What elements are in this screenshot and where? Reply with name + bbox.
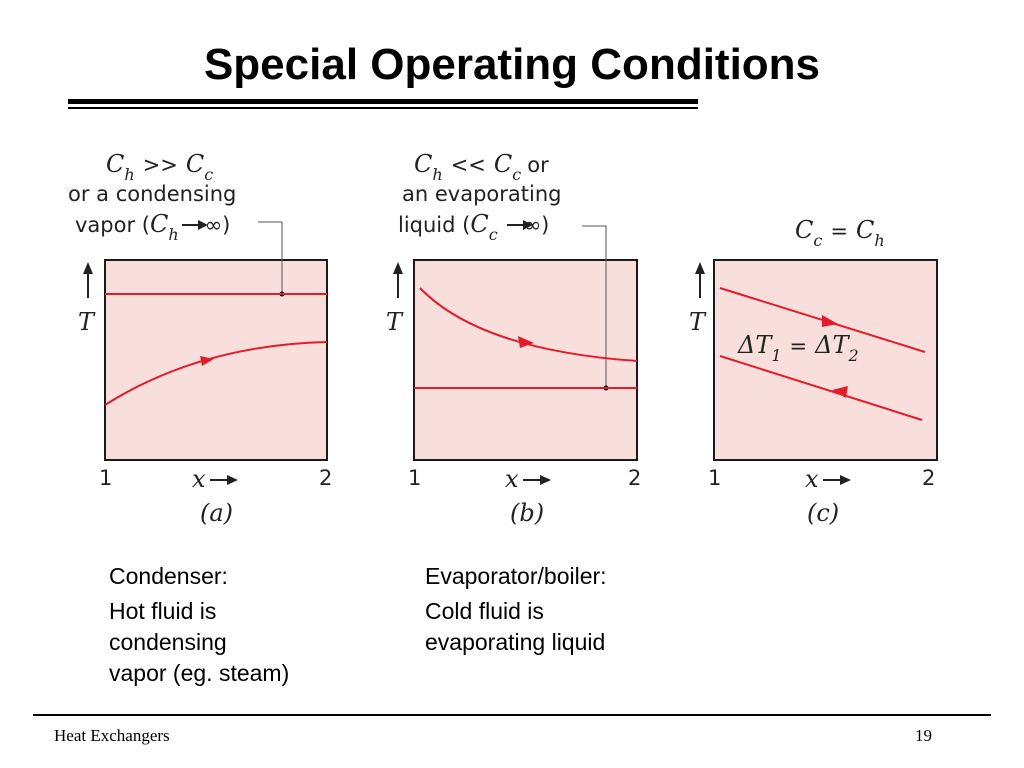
panel-c-x-arrow-head [840,475,851,485]
panel-b-flow-arrow [518,336,534,348]
panel-a-x-end: 2 [319,466,332,490]
panel-a: Ch >> Cc or a condensing vapor (Ch ∞) T 1 2… [68,150,332,527]
panel-b-label-line2: an evaporating [402,182,561,206]
panel-b-x-start: 1 [408,466,421,490]
title-underline-thin [68,107,698,109]
panel-c-y-arrow-head [695,262,705,274]
panel-a-y-arrow-head [83,262,93,274]
panel-a-caption: (a) [200,499,233,527]
panel-b-hot-fluid-curve [419,287,638,362]
condenser-line-3: vapor (eg. steam) [109,660,290,686]
heat-exchanger-figure: Ch >> Cc or a condensing vapor (Ch ∞) T 1 2… [68,150,938,527]
slide-title: Special Operating Conditions [203,40,821,89]
panel-a-flow-arrow [200,356,214,366]
panel-b: Ch << Cc or an evaporating liquid (Cc ∞) T 1… [386,150,641,527]
panel-c-label: Cc = Ch [795,216,885,250]
panel-c-x-end: 2 [922,466,935,490]
panel-c-plot-area [713,259,938,461]
panel-b-x-axis-label: x [505,465,519,493]
panel-c-caption: (c) [807,499,839,527]
panel-a-y-axis-label: T [78,308,96,336]
page-number: 19 [915,726,932,745]
panel-a-label-line2: or a condensing [68,182,236,206]
panel-a-leader-line [258,221,283,294]
evaporator-line-1: Cold fluid is [425,598,544,624]
condenser-line-1: Hot fluid is [109,598,217,624]
evaporator-title: Evaporator/boiler: [425,563,607,589]
panel-a-x-arrow-head [227,475,238,485]
panel-b-plot-area [413,259,638,461]
panel-b-leader-line [582,225,607,388]
panel-c: Cc = Ch ΔT1 = ΔT2 T 1 2 x (c) [689,216,938,527]
panel-b-label-line1: Ch << Cc or [414,150,549,184]
panel-c-cold-flow-arrow [832,386,848,398]
panel-a-label-line3: vapor (Ch ∞) [75,210,230,244]
panel-a-x-axis-label: x [192,465,206,493]
condenser-title: Condenser: [109,563,228,589]
panel-c-hot-flow-arrow [822,315,838,327]
evaporator-line-2: evaporating liquid [425,629,606,655]
condenser-line-2: condensing [109,629,227,655]
panel-a-label-line1: Ch >> Cc [106,150,213,184]
panel-b-x-end: 2 [628,466,641,490]
panel-c-cold-fluid-line [719,355,923,421]
panel-b-caption: (b) [510,499,544,527]
panel-a-arrow-head [198,220,208,230]
panel-c-x-axis-label: x [805,465,819,493]
panel-b-x-arrow-head [540,475,551,485]
panel-a-plot-area [104,259,328,461]
panel-b-label-line3: liquid (Cc ∞) [398,210,549,244]
footer-title: Heat Exchangers [54,726,170,745]
panel-b-y-axis-label: T [386,308,404,336]
title-underline [68,99,698,104]
footer-divider [33,714,991,716]
condenser-caption: Condenser: Hot fluid is condensing vapor… [109,561,289,689]
panel-b-arrow-head [523,220,533,230]
panel-b-y-arrow-head [393,262,403,274]
panel-c-y-axis-label: T [689,308,707,336]
panel-c-x-start: 1 [708,466,721,490]
panel-a-x-start: 1 [99,466,112,490]
panel-c-delta-label: ΔT1 = ΔT2 [737,331,859,365]
evaporator-caption: Evaporator/boiler: Cold fluid is evapora… [425,561,607,658]
